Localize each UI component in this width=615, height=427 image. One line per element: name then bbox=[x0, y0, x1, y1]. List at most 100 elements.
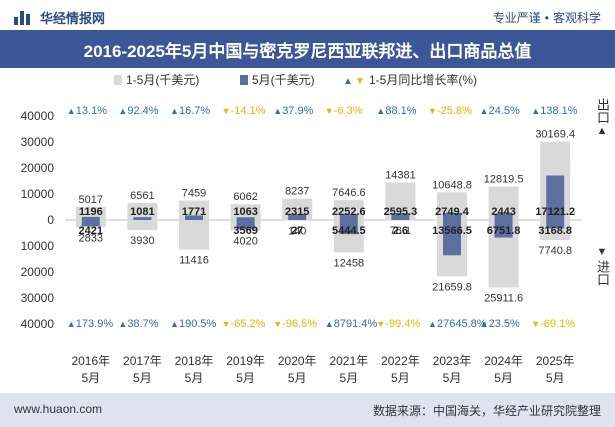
import-cum-bar bbox=[127, 220, 158, 231]
down-arrow-icon: ▼ bbox=[428, 106, 437, 116]
export-month-label: 2443 bbox=[491, 206, 515, 218]
y-tick-label: 20000 bbox=[21, 161, 55, 175]
export-cum-bar bbox=[127, 202, 158, 220]
x-tick-label-month: 5月 bbox=[133, 371, 152, 385]
export-month-bar bbox=[236, 217, 255, 220]
export-cum-label: 12819.5 bbox=[484, 174, 524, 186]
up-arrow-icon: ▲ bbox=[325, 319, 334, 329]
top-bar: 华经情报网 专业严谨 • 客观科学 bbox=[0, 0, 615, 30]
export-yoy-label: 92.4% bbox=[127, 105, 158, 117]
export-month-bar bbox=[185, 215, 203, 220]
export-cum-label: 8237 bbox=[285, 186, 309, 198]
export-month-bar bbox=[288, 213, 307, 220]
x-tick-label-month: 5月 bbox=[185, 371, 204, 385]
export-cum-label: 7459 bbox=[182, 188, 206, 200]
import-cum-label: 21659.8 bbox=[432, 281, 472, 293]
import-cum-label: 7740.8 bbox=[538, 245, 572, 257]
export-yoy-label: -25.8% bbox=[437, 105, 472, 117]
tagline-2: 客观科学 bbox=[552, 11, 601, 25]
import-side-label: ▼ 进口 bbox=[595, 245, 610, 286]
down-arrow-icon: ▼ bbox=[376, 319, 385, 329]
export-month-label: 1771 bbox=[182, 206, 206, 218]
export-yoy-label: -6.3% bbox=[334, 105, 363, 117]
footer-source: 数据来源：中国海关，华经产业研究院整理 bbox=[372, 404, 601, 418]
down-arrow-icon: ▼ bbox=[273, 319, 282, 329]
x-tick-label-month: 5月 bbox=[81, 371, 100, 385]
import-month-bar bbox=[339, 220, 358, 235]
x-tick-label-year: 2016年 bbox=[71, 354, 110, 368]
export-cum-label: 14381 bbox=[385, 170, 416, 182]
import-yoy-label: 23.5% bbox=[489, 318, 520, 330]
export-yoy-label: 88.1% bbox=[385, 105, 416, 117]
export-yoy-label: 24.5% bbox=[489, 105, 520, 117]
x-tick-label-year: 2019年 bbox=[226, 354, 265, 368]
legend-cum-label: 1-5月(千美元) bbox=[126, 73, 199, 87]
export-cum-label: 7646.6 bbox=[332, 187, 366, 199]
x-tick-label-month: 5月 bbox=[391, 371, 410, 385]
export-side-label: 出口 ▲ bbox=[595, 98, 610, 139]
import-yoy-label: 173.9% bbox=[76, 318, 114, 330]
down-arrow-icon: ▼ bbox=[531, 319, 540, 329]
brand-name: 华经情报网 bbox=[40, 11, 106, 26]
up-arrow-icon: ▲ bbox=[480, 106, 489, 116]
import-cum-label: 11416 bbox=[179, 255, 209, 267]
tagline-1: 专业严谨 bbox=[492, 11, 541, 25]
import-cum-label: 2833 bbox=[79, 232, 103, 244]
x-tick-label-year: 2017年 bbox=[123, 354, 162, 368]
legend-month-label: 5月(千美元) bbox=[252, 73, 315, 87]
export-month-bar bbox=[443, 212, 461, 220]
import-month-label: 2.6 bbox=[393, 225, 408, 237]
up-arrow-icon: ▲ bbox=[118, 319, 127, 329]
footer: www.huaon.com 数据来源：中国海关，华经产业研究院整理 bbox=[0, 393, 615, 427]
export-month-bar bbox=[133, 217, 152, 220]
export-month-label: 1081 bbox=[130, 206, 154, 218]
x-tick-label-month: 5月 bbox=[546, 371, 565, 385]
import-cum-label: 12458 bbox=[334, 257, 365, 269]
y-tick-label: 20000 bbox=[21, 265, 55, 279]
export-month-label: 1196 bbox=[79, 206, 103, 218]
x-tick-label-year: 2018年 bbox=[175, 354, 214, 368]
import-yoy-label: 190.5% bbox=[179, 318, 217, 330]
tagline-separator: • bbox=[544, 11, 549, 25]
chart-title: 2016-2025年5月中国与密克罗尼西亚联邦进、出口商品总值 bbox=[83, 41, 532, 61]
import-month-bar bbox=[236, 220, 255, 230]
y-tick-label: 0 bbox=[47, 213, 54, 227]
import-cum-label: 25911.6 bbox=[484, 292, 523, 304]
legend-cum-swatch bbox=[114, 75, 122, 85]
x-tick-label-month: 5月 bbox=[339, 371, 358, 385]
import-month-bar bbox=[494, 220, 513, 238]
export-yoy-label: 138.1% bbox=[540, 105, 578, 117]
import-cum-label: 78.1 bbox=[390, 225, 411, 237]
import-cum-label: 3930 bbox=[130, 235, 154, 247]
x-tick-label-month: 5月 bbox=[443, 371, 462, 385]
export-cum-bar bbox=[179, 200, 209, 220]
up-arrow-icon: ▲ bbox=[376, 106, 385, 116]
x-tick-label-year: 2022年 bbox=[381, 354, 420, 368]
export-arrow-icon: ▲ bbox=[596, 125, 608, 137]
x-tick-label-month: 5月 bbox=[236, 371, 255, 385]
up-arrow-icon: ▲ bbox=[118, 106, 127, 116]
import-month-label: 5444.5 bbox=[332, 225, 366, 237]
export-cum-label: 6561 bbox=[130, 190, 154, 202]
up-arrow-icon: ▲ bbox=[428, 319, 437, 329]
up-arrow-icon: ▲ bbox=[480, 319, 489, 329]
export-yoy-label: 16.7% bbox=[179, 105, 210, 117]
title-bar: 2016-2025年5月中国与密克罗尼西亚联邦进、出口商品总值 bbox=[0, 30, 615, 68]
export-cum-label: 10648.8 bbox=[432, 179, 472, 191]
footer-website: www.huaon.com bbox=[14, 402, 103, 416]
legend-yoy-label: 1-5月同比增长率(%) bbox=[369, 72, 477, 87]
logo-icon bbox=[14, 10, 32, 25]
import-yoy-label: -99.4% bbox=[385, 318, 420, 330]
export-cum-label: 5017 bbox=[79, 194, 103, 206]
chart: 1-5月(千美元) 5月(千美元) ▲ ▼ 1-5月同比增长率(%)4000030000… bbox=[21, 72, 581, 385]
x-tick-label-month: 5月 bbox=[494, 371, 513, 385]
y-tick-label: 30000 bbox=[21, 135, 55, 149]
up-arrow-icon: ▲ bbox=[67, 106, 76, 116]
export-cum-bar bbox=[230, 204, 261, 220]
up-arrow-icon: ▲ bbox=[531, 106, 540, 116]
import-yoy-label: 38.7% bbox=[127, 318, 158, 330]
import-yoy-label: -65.2% bbox=[231, 318, 266, 330]
import-cum-label: 140 bbox=[288, 225, 306, 237]
import-side-text: 进口 bbox=[595, 260, 610, 286]
tagline: 专业严谨 • 客观科学 bbox=[493, 9, 601, 26]
